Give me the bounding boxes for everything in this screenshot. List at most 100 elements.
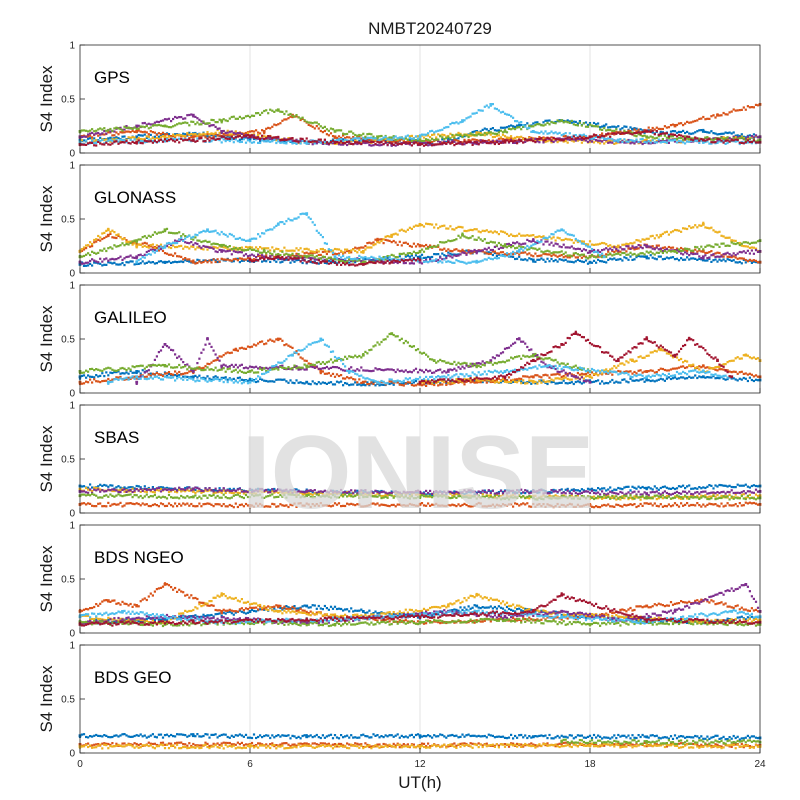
data-point <box>582 248 585 251</box>
data-point <box>352 137 355 140</box>
data-point <box>552 132 555 135</box>
data-point <box>702 221 705 224</box>
data-point <box>528 234 531 237</box>
data-point <box>198 239 201 242</box>
data-point <box>262 255 266 259</box>
data-point <box>489 142 492 145</box>
data-point <box>248 247 252 250</box>
data-point <box>463 135 466 138</box>
data-point <box>133 138 136 141</box>
data-point <box>414 254 418 257</box>
data-point <box>184 245 187 248</box>
data-point <box>135 377 138 380</box>
data-point <box>172 261 175 264</box>
data-point <box>222 243 225 247</box>
data-point <box>590 138 594 142</box>
data-point <box>696 250 699 253</box>
data-point <box>259 141 262 144</box>
data-point <box>85 264 88 267</box>
data-point <box>346 136 349 139</box>
data-point <box>449 252 452 255</box>
data-point <box>712 114 715 117</box>
data-point <box>736 261 739 264</box>
data-point <box>376 241 379 244</box>
data-point <box>459 236 462 239</box>
chart-title: NMBT20240729 <box>368 19 492 38</box>
data-point <box>661 138 664 141</box>
data-point <box>518 253 521 256</box>
data-point <box>191 375 195 379</box>
data-point <box>418 138 422 142</box>
data-point <box>752 259 755 262</box>
data-point <box>449 137 452 140</box>
data-point <box>220 230 223 234</box>
data-point <box>613 139 616 143</box>
data-point <box>400 136 403 139</box>
data-point <box>485 241 488 244</box>
data-point <box>728 258 731 261</box>
data-point <box>439 248 442 251</box>
data-point <box>174 370 177 373</box>
data-point <box>287 381 290 384</box>
data-point <box>93 378 96 381</box>
data-point <box>323 140 326 144</box>
data-point <box>546 237 549 240</box>
data-point <box>101 372 104 375</box>
data-point <box>465 117 468 120</box>
data-point <box>684 122 687 125</box>
data-point <box>366 242 369 245</box>
data-point <box>425 141 428 144</box>
data-point <box>651 131 654 134</box>
data-point <box>204 245 207 248</box>
data-point <box>580 134 583 137</box>
data-point <box>750 241 753 244</box>
data-point <box>524 139 527 142</box>
data-point <box>222 258 225 261</box>
data-point <box>117 370 120 373</box>
data-point <box>701 223 705 226</box>
data-point <box>416 137 420 140</box>
data-point <box>301 139 304 142</box>
data-point <box>390 142 393 145</box>
data-point <box>214 131 217 134</box>
data-point <box>360 256 363 259</box>
data-point <box>653 128 656 131</box>
data-point <box>378 384 381 387</box>
data-point <box>283 378 286 381</box>
data-point <box>471 112 474 115</box>
data-point <box>726 141 729 145</box>
data-point <box>123 131 126 134</box>
data-point <box>710 142 713 145</box>
data-point <box>740 262 743 265</box>
data-point <box>675 135 679 138</box>
data-point <box>103 133 106 136</box>
data-point <box>615 130 618 134</box>
data-point <box>718 377 721 380</box>
data-point <box>457 122 460 125</box>
data-point <box>457 254 460 257</box>
data-point <box>226 129 229 132</box>
data-point <box>372 241 375 244</box>
data-point <box>198 133 201 136</box>
data-point <box>305 251 308 254</box>
data-point <box>340 140 343 143</box>
data-point <box>400 143 403 146</box>
data-point <box>580 135 583 138</box>
data-point <box>429 258 432 261</box>
data-point <box>157 260 160 263</box>
data-point <box>115 236 118 240</box>
data-point <box>119 138 122 141</box>
data-point <box>311 221 314 224</box>
data-point <box>595 256 598 259</box>
data-point <box>374 142 377 146</box>
data-point <box>645 255 649 259</box>
data-point <box>188 136 191 140</box>
data-point <box>449 240 452 243</box>
data-point <box>277 135 280 138</box>
data-point <box>220 119 224 122</box>
data-point <box>611 245 614 248</box>
data-point <box>669 246 673 249</box>
data-point <box>196 117 199 120</box>
data-point <box>722 258 725 261</box>
data-point <box>738 109 741 112</box>
